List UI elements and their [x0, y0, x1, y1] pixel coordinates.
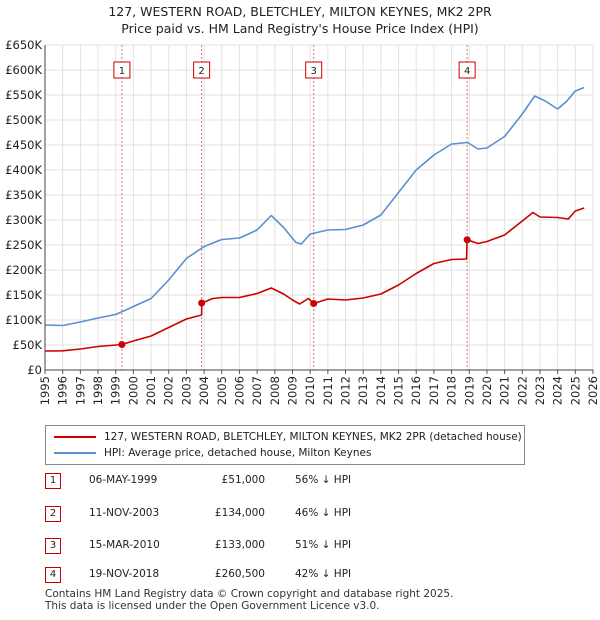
y-tick-label: £150K — [5, 288, 42, 302]
x-tick-label: 2020 — [480, 376, 494, 405]
x-tick-label: 2011 — [321, 376, 335, 405]
x-tick-label: 2001 — [144, 376, 158, 405]
sale-date: 15-MAR-2010 — [89, 539, 160, 551]
y-tick-label: £550K — [5, 88, 42, 102]
sale-hpi-diff: 51% ↓ HPI — [295, 539, 352, 551]
x-tick-label: 2007 — [250, 376, 264, 405]
x-tick-label: 2015 — [392, 376, 406, 405]
sale-price: £260,500 — [214, 568, 265, 580]
x-tick-label: 2023 — [533, 376, 547, 405]
sale-marker-box — [305, 61, 323, 79]
legend-swatch-hpi — [54, 452, 96, 454]
y-tick-label: £200K — [5, 263, 42, 277]
plot-area — [45, 45, 593, 370]
sale-point — [463, 236, 471, 244]
x-tick-label: 1997 — [73, 376, 87, 405]
sale-marker-box — [193, 61, 211, 79]
y-tick-label: £450K — [5, 138, 42, 152]
sale-marker-box — [113, 61, 131, 79]
sale-date: 06-MAY-1999 — [89, 474, 158, 486]
y-tick-label: £50K — [13, 338, 43, 352]
y-tick-label: £350K — [5, 188, 42, 202]
x-tick-label: 2004 — [197, 376, 211, 405]
x-tick-label: 2021 — [498, 376, 512, 405]
y-tick-label: £500K — [5, 113, 42, 127]
y-tick-label: £250K — [5, 238, 42, 252]
sale-point — [198, 299, 206, 307]
x-tick-label: 2026 — [586, 376, 600, 405]
x-tick-label: 2016 — [409, 376, 423, 405]
sale-price: £134,000 — [214, 507, 265, 519]
x-tick-label: 2002 — [162, 376, 176, 405]
x-tick-label: 2012 — [339, 376, 353, 405]
footer-copyright: Contains HM Land Registry data © Crown c… — [45, 588, 454, 600]
x-tick-label: 2003 — [179, 376, 193, 405]
sale-marker-label: 4 — [464, 66, 470, 77]
x-tick-label: 1999 — [109, 376, 123, 405]
sale-price: £51,000 — [221, 474, 265, 486]
legend-item-property: 127, WESTERN ROAD, BLETCHLEY, MILTON KEY… — [54, 429, 522, 445]
legend-swatch-property — [54, 436, 96, 438]
x-tick-label: 2000 — [126, 376, 140, 405]
chart-subtitle: Price paid vs. HM Land Registry's House … — [121, 21, 479, 36]
sale-marker-label: 3 — [311, 66, 317, 77]
sale-date: 19-NOV-2018 — [89, 568, 160, 580]
sale-price: £133,000 — [214, 539, 265, 551]
x-tick-label: 2025 — [568, 376, 582, 405]
x-tick-label: 2017 — [427, 376, 441, 405]
y-tick-label: £0 — [27, 363, 42, 377]
legend: 127, WESTERN ROAD, BLETCHLEY, MILTON KEY… — [45, 425, 525, 465]
x-tick-label: 1996 — [56, 376, 70, 405]
y-tick-label: £400K — [5, 163, 42, 177]
x-tick-label: 2018 — [445, 376, 459, 405]
x-tick-label: 2005 — [215, 376, 229, 405]
y-tick-label: £300K — [5, 213, 42, 227]
sale-marker-badge: 1 — [45, 473, 61, 489]
x-tick-label: 2008 — [268, 376, 282, 405]
sale-point — [118, 341, 126, 348]
y-tick-label: £650K — [5, 38, 42, 52]
sale-marker-badge: 4 — [45, 567, 61, 583]
sale-marker-label: 1 — [119, 66, 125, 77]
x-tick-label: 2010 — [303, 376, 317, 405]
hpi-line — [44, 86, 585, 327]
x-tick-label: 2006 — [232, 376, 246, 405]
sale-marker-box — [458, 61, 476, 79]
sale-point — [310, 300, 318, 307]
x-tick-label: 2014 — [374, 376, 388, 405]
x-tick-label: 2019 — [462, 376, 476, 405]
legend-label-hpi: HPI: Average price, detached house, Milt… — [104, 447, 372, 459]
sale-marker-badge: 2 — [45, 506, 61, 522]
x-tick-label: 1998 — [91, 376, 105, 405]
y-tick-label: £600K — [5, 63, 42, 77]
y-tick-label: £100K — [5, 313, 42, 327]
x-tick-label: 2022 — [515, 376, 529, 405]
chart-title: 127, WESTERN ROAD, BLETCHLEY, MILTON KEY… — [108, 4, 492, 19]
legend-label-property: 127, WESTERN ROAD, BLETCHLEY, MILTON KEY… — [104, 431, 522, 443]
sale-date: 11-NOV-2003 — [89, 507, 160, 519]
x-tick-label: 2013 — [356, 376, 370, 405]
sale-marker-badge: 3 — [45, 538, 61, 554]
sale-hpi-diff: 56% ↓ HPI — [295, 474, 352, 486]
legend-item-hpi: HPI: Average price, detached house, Milt… — [54, 445, 371, 461]
x-tick-label: 2009 — [285, 376, 299, 405]
x-tick-label: 2024 — [551, 376, 565, 405]
sale-hpi-diff: 42% ↓ HPI — [295, 568, 352, 580]
price-chart: £0 £50K £100K £150K £200K £250K £300K £350K £400… — [5, 38, 600, 405]
footer-licence: This data is licensed under the Open Gov… — [45, 600, 380, 612]
sale-marker-label: 2 — [198, 66, 204, 77]
sale-hpi-diff: 46% ↓ HPI — [295, 507, 352, 519]
x-tick-label: 1995 — [38, 376, 52, 405]
